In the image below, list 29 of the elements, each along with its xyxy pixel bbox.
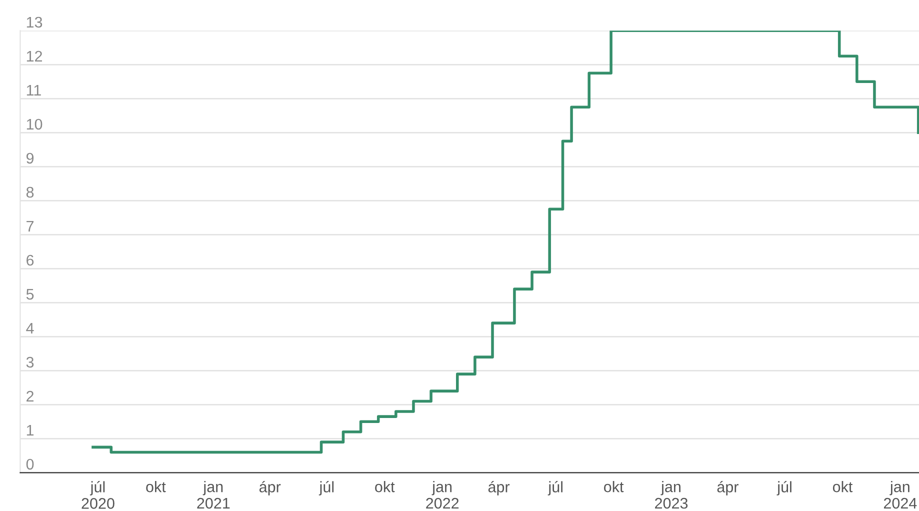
x-tick-label: júl (318, 481, 334, 496)
x-tick-label: ápr (488, 481, 510, 496)
y-tick-label: 5 (26, 288, 34, 300)
y-tick-label: 11 (26, 84, 41, 96)
y-tick-label: 4 (26, 322, 34, 334)
x-tick-label: jan 2024 (884, 481, 917, 509)
y-tick-label: 10 (26, 118, 42, 130)
x-tick-label: okt (604, 481, 624, 492)
x-tick-label: jan 2022 (426, 481, 459, 509)
x-tick-label: okt (375, 481, 395, 492)
y-tick-label: 6 (26, 254, 34, 266)
y-tick-label: 13 (26, 16, 42, 28)
x-tick-label: jan 2023 (655, 481, 688, 509)
y-tick-label: 9 (26, 152, 34, 164)
y-tick-label: 12 (26, 50, 42, 62)
y-tick-label: 7 (26, 220, 34, 232)
x-tick-label: okt (832, 481, 853, 492)
y-tick-label: 3 (26, 356, 34, 368)
x-tick-label: júl 2020 (82, 481, 114, 509)
x-tick-label: ápr (717, 481, 738, 496)
x-tick-label: júl (548, 481, 562, 496)
y-tick-label: 2 (26, 390, 34, 402)
x-tick-label: jan 2021 (197, 481, 230, 509)
x-tick-label: ápr (259, 481, 281, 496)
x-tick-label: okt (146, 481, 166, 492)
y-tick-label: 8 (26, 186, 34, 198)
y-tick-label: 1 (26, 424, 34, 436)
x-tick-label: júl (776, 481, 792, 496)
y-tick-label: 0 (26, 458, 34, 470)
